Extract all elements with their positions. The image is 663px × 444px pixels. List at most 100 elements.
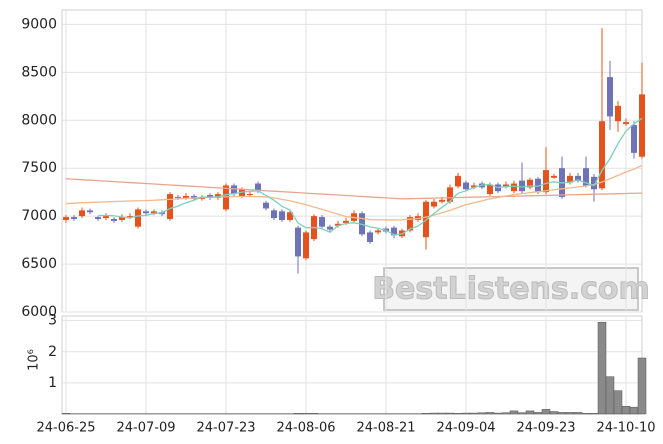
y-tick-label: 8500 — [21, 64, 57, 80]
y-tick-label: 7000 — [21, 208, 57, 224]
y-tick-label: 1 — [48, 375, 57, 391]
candle-body — [599, 121, 605, 189]
candle-body — [279, 211, 285, 220]
y-tick-label: 2 — [48, 344, 57, 360]
candle-body — [95, 217, 101, 220]
candle-body — [367, 232, 373, 243]
candle-body — [319, 217, 325, 227]
volume-bar — [493, 412, 503, 415]
volume-axis-label: 10⁶ — [27, 349, 42, 371]
y-tick-label: 6500 — [21, 256, 57, 272]
candle-body — [335, 223, 341, 226]
volume-bar — [445, 412, 455, 415]
candle-body — [375, 230, 381, 233]
volume-bar — [605, 376, 615, 415]
volume-bar — [637, 357, 647, 415]
candle-body — [135, 209, 141, 227]
y-tick-label: 3 — [48, 313, 57, 329]
y-tick-label: 8000 — [21, 112, 57, 128]
candle-body — [79, 210, 85, 217]
candle-body — [87, 210, 93, 213]
candle-body — [207, 195, 213, 198]
volume-frame — [61, 315, 643, 415]
candle-body — [231, 185, 237, 195]
y-tick-label: 7500 — [21, 160, 57, 176]
candle-body — [575, 175, 581, 181]
volume-bar — [517, 412, 527, 415]
candle-body — [175, 196, 181, 198]
x-tick-label: 24-10-10 — [596, 421, 655, 436]
volume-bar — [581, 413, 591, 415]
volume-bar — [293, 413, 303, 415]
volume-bar — [453, 413, 463, 415]
volume-bar — [461, 412, 471, 415]
volume-bar — [565, 412, 575, 415]
volume-bar — [309, 413, 319, 415]
candle-body — [543, 170, 549, 193]
candle-body — [255, 183, 261, 192]
candle-body — [439, 199, 445, 202]
moving-average-line — [65, 164, 643, 221]
volume-bar — [485, 412, 495, 415]
volume-bar — [557, 412, 567, 415]
volume-bar — [429, 412, 439, 415]
candle-body — [639, 94, 645, 157]
candle-body — [551, 175, 557, 178]
candle-body — [471, 185, 477, 188]
x-tick-label: 24-07-09 — [116, 421, 175, 436]
y-tick-label: 6000 — [21, 304, 57, 320]
candle-body — [511, 183, 517, 192]
x-tick-label: 24-06-25 — [36, 421, 95, 436]
candle-body — [615, 105, 621, 122]
candle-body — [71, 217, 77, 220]
moving-average-line — [97, 117, 643, 236]
candle-body — [303, 232, 309, 259]
candle-body — [127, 216, 133, 218]
candle-body — [151, 211, 157, 214]
volume-bar — [301, 413, 311, 415]
candle-body — [271, 210, 277, 219]
volume-bar — [533, 412, 543, 415]
x-tick-label: 24-09-04 — [436, 421, 495, 436]
candle-body — [215, 194, 221, 198]
candle-body — [535, 178, 541, 193]
candle-body — [103, 216, 109, 219]
volume-bar — [525, 410, 535, 415]
candle-body — [519, 180, 525, 192]
candle-body — [591, 176, 597, 190]
candle-body — [583, 168, 589, 186]
volume-bar — [597, 321, 607, 415]
candle-body — [487, 184, 493, 195]
candle-body — [567, 175, 573, 183]
candle-body — [183, 195, 189, 198]
candle-body — [503, 184, 509, 187]
candle-body — [287, 212, 293, 220]
candle-body — [447, 187, 453, 202]
volume-bar — [437, 412, 447, 415]
candle-body — [527, 179, 533, 188]
candle-body — [391, 227, 397, 236]
candle-body — [63, 217, 69, 220]
y-tick-label: 9000 — [21, 16, 57, 32]
candle-body — [623, 122, 629, 125]
watermark-box — [383, 267, 639, 311]
volume-bar — [501, 412, 511, 415]
x-tick-label: 24-08-06 — [276, 421, 335, 436]
candle-body — [143, 211, 149, 214]
volume-bar — [589, 413, 599, 415]
x-tick-label: 24-07-23 — [196, 421, 255, 436]
moving-average-line — [65, 178, 643, 200]
volume-bar — [469, 412, 479, 415]
candle-body — [111, 219, 117, 221]
candle-body — [407, 217, 413, 231]
volume-bar — [509, 410, 519, 415]
candle-body — [327, 226, 333, 230]
volume-bar — [621, 405, 631, 415]
volume-bar — [421, 413, 431, 415]
volume-bar — [613, 390, 623, 415]
candle-body — [119, 217, 125, 220]
candle-body — [295, 227, 301, 257]
x-tick-label: 24-08-21 — [356, 421, 415, 436]
candle-body — [167, 194, 173, 220]
